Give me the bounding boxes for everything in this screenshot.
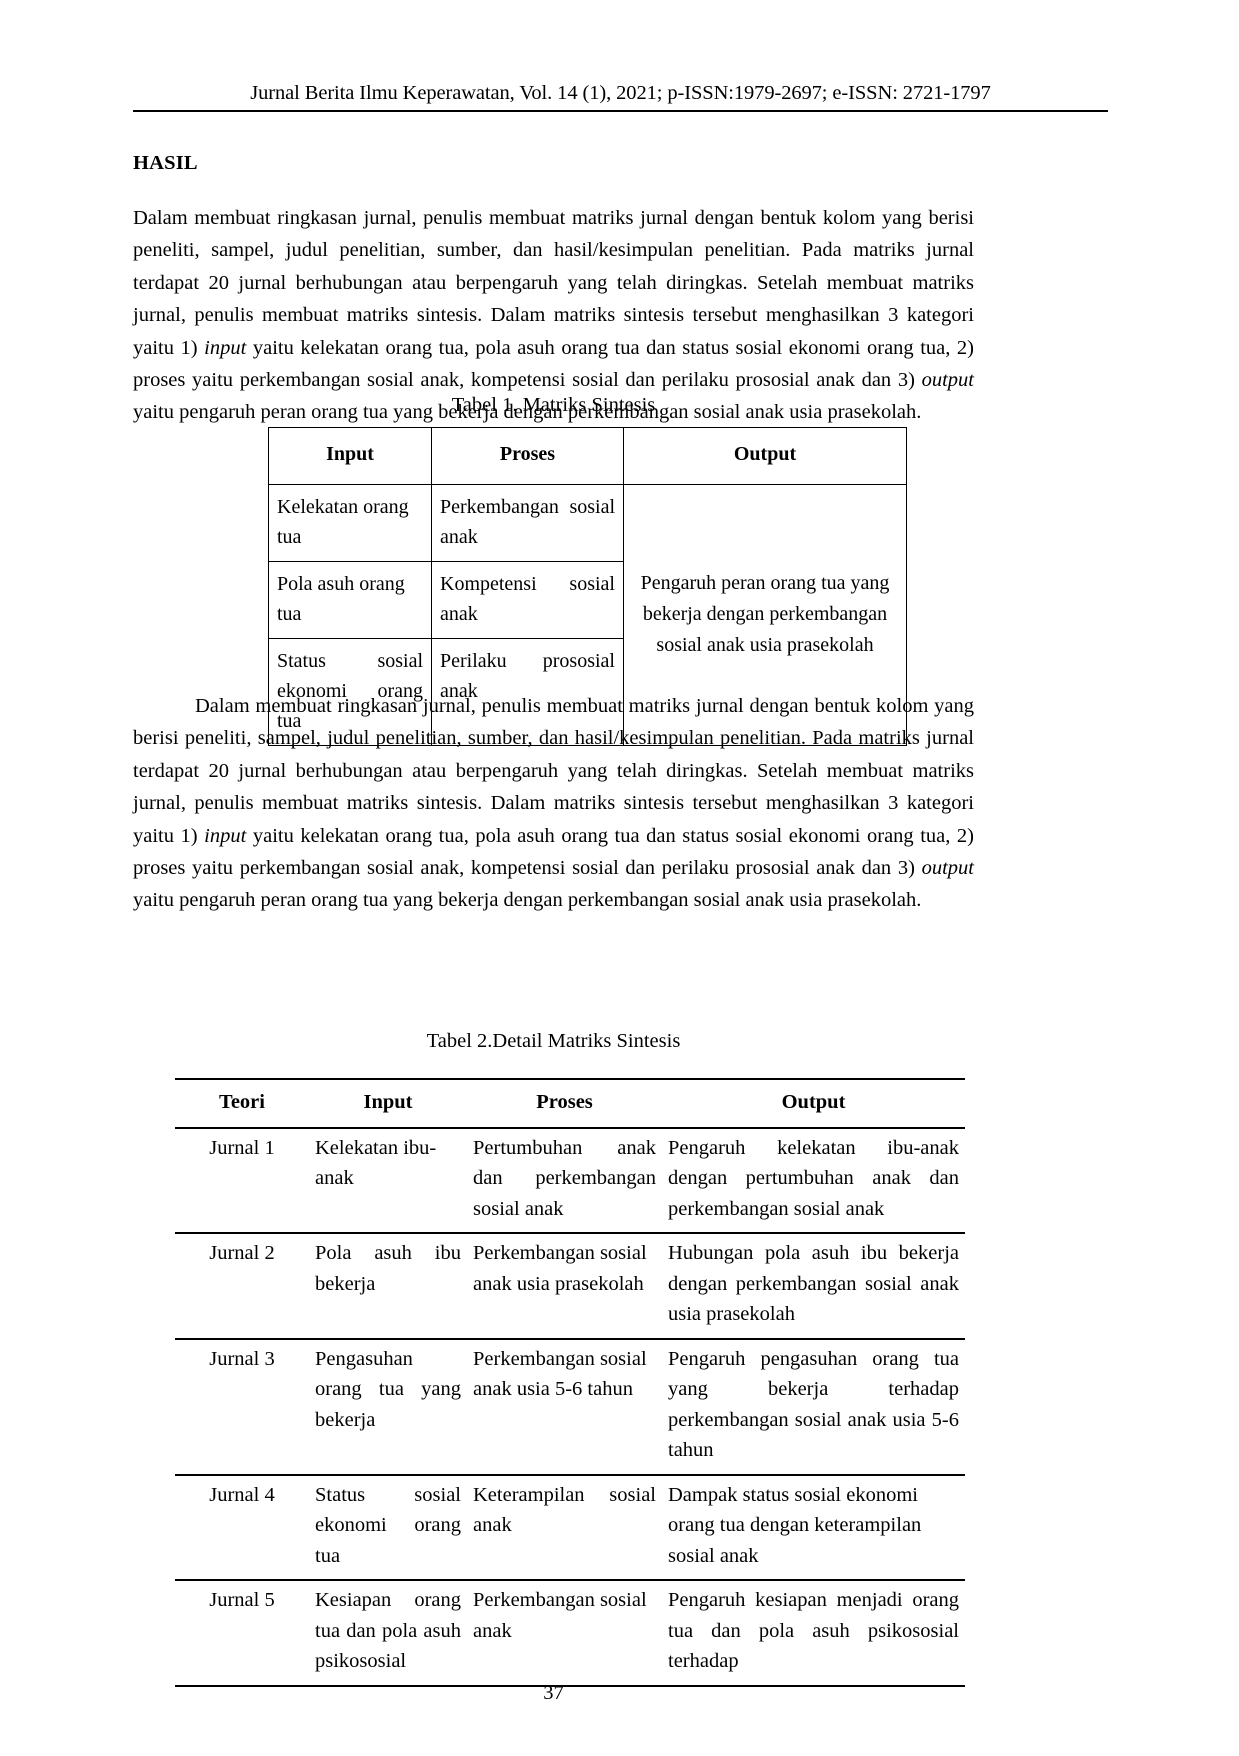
- table-2-header-teori: Teori: [175, 1078, 309, 1129]
- table-row: Jurnal 1 Kelekatan ibu-anak Pertumbuhan …: [175, 1127, 965, 1234]
- paragraph-2-part-2: yaitu kelekatan orang tua, pola asuh ora…: [133, 824, 974, 880]
- table-2-cell-teori: Jurnal 1: [175, 1127, 309, 1234]
- paragraph-2-italic-1: input: [204, 824, 247, 847]
- paragraph-1-part-1: Dalam membuat ringkasan jurnal, penulis …: [133, 207, 974, 359]
- table-2-cell-proses: Perkembangan sosial anak: [467, 1580, 662, 1687]
- table-1-cell-proses: Kompetensi sosial anak: [431, 561, 624, 639]
- paragraph-1-part-3: yaitu pengaruh peran orang tua yang beke…: [133, 401, 922, 424]
- table-1-header-row: Input Proses Output: [268, 427, 907, 485]
- table-1-cell-proses: Perkembangan sosial anak: [431, 484, 624, 562]
- table-row: Status sosial ekonomi orang tua Perilaku…: [268, 638, 907, 746]
- table-2-cell-proses: Pertumbuhan anak dan perkembangan sosial…: [467, 1127, 662, 1234]
- page-title: HASIL: [133, 152, 198, 174]
- running-head: Jurnal Berita Ilmu Keperawatan, Vol. 14 …: [250, 82, 991, 104]
- table-2-cell-teori: Jurnal 5: [175, 1580, 309, 1687]
- table-1-cell-input: Kelekatan orang tua: [268, 484, 432, 562]
- paragraph-2-italic-2: output: [921, 857, 974, 880]
- table-2-cell-output: Pengaruh pengasuhan orang tua yang beker…: [662, 1338, 965, 1476]
- table-2-cell-teori: Jurnal 3: [175, 1338, 309, 1476]
- paragraph-2-part-1: Dalam membuat ringkasan jurnal, penulis …: [133, 695, 974, 847]
- paragraph-1-italic-1: input: [204, 336, 247, 359]
- table-row: Jurnal 5 Kesiapan orang tua dan pola asu…: [175, 1580, 965, 1687]
- table-2-cell-proses: Keterampilan sosial anak: [467, 1474, 662, 1581]
- table-2-header-row: Teori Input Proses Output: [175, 1078, 965, 1129]
- table-2-cell-proses: Perkembangan sosial anak usia 5-6 tahun: [467, 1338, 662, 1476]
- table-row: Jurnal 2 Pola asuh ibu bekerja Perkemban…: [175, 1233, 965, 1340]
- table-2-cell-output: Pengaruh kesiapan menjadi orang tua dan …: [662, 1580, 965, 1687]
- table-2-cell-teori: Jurnal 2: [175, 1233, 309, 1340]
- page-number: 37: [543, 1682, 564, 1704]
- paragraph-1-part-2: yaitu kelekatan orang tua, pola asuh ora…: [133, 336, 974, 392]
- table-2-cell-output: Hubungan pola asuh ibu bekerja dengan pe…: [662, 1233, 965, 1340]
- table-2-cell-input: Kelekatan ibu-anak: [309, 1127, 467, 1234]
- running-head-rule: [133, 110, 1108, 112]
- table-2-cell-input: Status sosial ekonomi orang tua: [309, 1474, 467, 1581]
- table-2-cell-proses: Perkembangan sosial anak usia prasekolah: [467, 1233, 662, 1340]
- table-1-matriks-sintesis: Input Proses Output Kelekatan orang tua …: [268, 427, 907, 746]
- paragraph-2: Dalam membuat ringkasan jurnal, penulis …: [133, 690, 974, 917]
- table-row: Jurnal 3 Pengasuhan orang tua yang beker…: [175, 1338, 965, 1476]
- table-1-cell-output-merged: Pengaruh peran orang tua yang bekerja de…: [623, 484, 907, 746]
- paragraph-1: Dalam membuat ringkasan jurnal, penulis …: [133, 202, 974, 429]
- table-1-caption: Tabel 1. Matriks Sintesis: [451, 394, 656, 416]
- table-1-header-input: Input: [268, 427, 432, 485]
- table-2-cell-input: Kesiapan orang tua dan pola asuh psikoso…: [309, 1580, 467, 1687]
- table-2-detail-matriks-sintesis: Teori Input Proses Output Jurnal 1 Kelek…: [175, 1078, 965, 1687]
- table-1-cell-proses: Perilaku prososial anak: [431, 638, 624, 746]
- table-2-cell-output: Dampak status sosial ekonomi orang tua d…: [662, 1474, 965, 1581]
- table-2-header-proses: Proses: [467, 1078, 662, 1129]
- table-2-header-input: Input: [309, 1078, 467, 1129]
- table-2-cell-output: Pengaruh kelekatan ibu-anak dengan pertu…: [662, 1127, 965, 1234]
- table-2-cell-input: Pengasuhan orang tua yang bekerja: [309, 1338, 467, 1476]
- table-2-header-output: Output: [662, 1078, 965, 1129]
- table-1-cell-input: Status sosial ekonomi orang tua: [268, 638, 432, 746]
- table-2-caption: Tabel 2.Detail Matriks Sintesis: [426, 1030, 681, 1052]
- paragraph-1-italic-2: output: [921, 369, 974, 392]
- table-2-cell-teori: Jurnal 4: [175, 1474, 309, 1581]
- table-1-cell-input: Pola asuh orang tua: [268, 561, 432, 639]
- table-1-header-proses: Proses: [431, 427, 624, 485]
- table-row: Kelekatan orang tua Perkembangan sosial …: [268, 484, 907, 746]
- paragraph-2-part-3: yaitu pengaruh peran orang tua yang beke…: [133, 889, 922, 912]
- table-row: Jurnal 4 Status sosial ekonomi orang tua…: [175, 1474, 965, 1581]
- table-2-cell-input: Pola asuh ibu bekerja: [309, 1233, 467, 1340]
- table-1-header-output: Output: [623, 427, 907, 485]
